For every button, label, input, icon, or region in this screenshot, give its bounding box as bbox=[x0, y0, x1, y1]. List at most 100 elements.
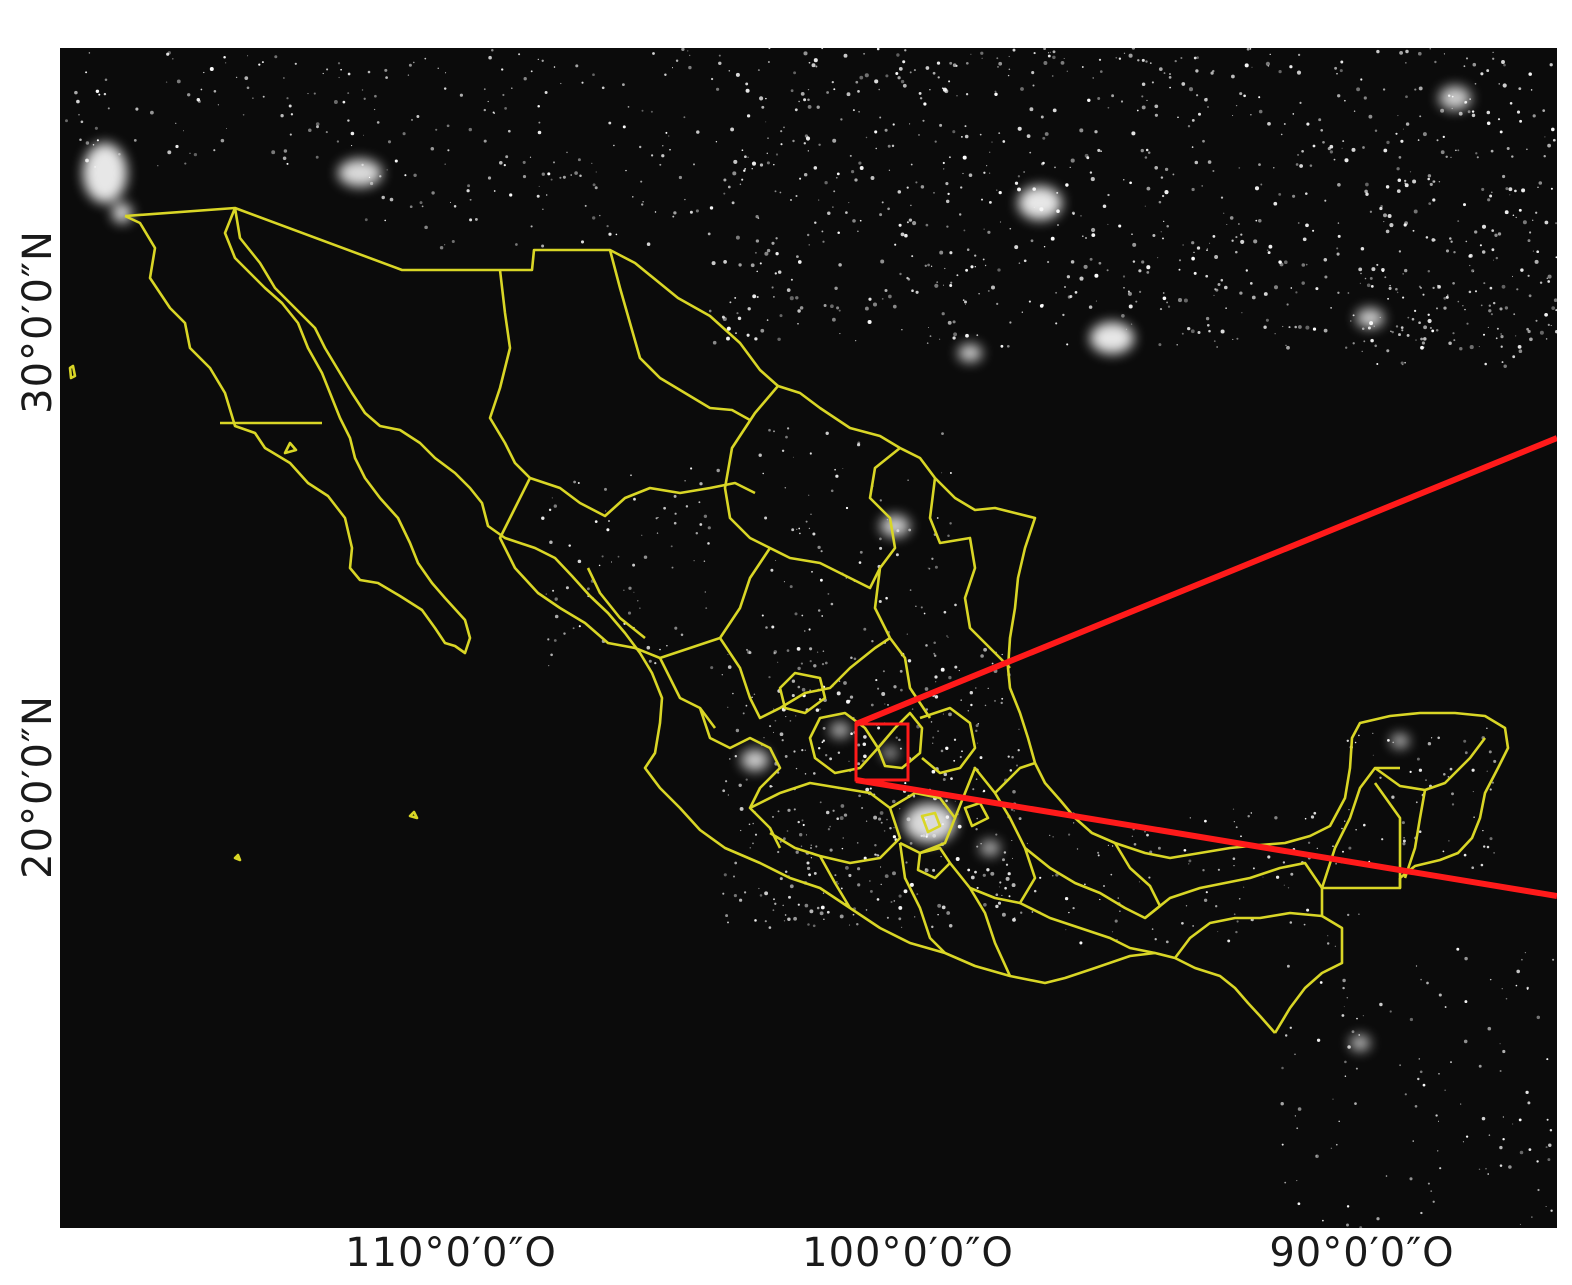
light-point bbox=[1347, 292, 1350, 294]
light-point bbox=[1462, 1141, 1464, 1143]
light-point bbox=[681, 48, 685, 51]
light-point bbox=[1371, 267, 1376, 272]
light-point bbox=[949, 251, 953, 255]
light-point bbox=[1309, 164, 1313, 167]
light-point bbox=[1412, 229, 1415, 232]
light-point bbox=[601, 86, 605, 90]
light-point bbox=[642, 201, 644, 203]
light-point bbox=[760, 328, 765, 333]
light-point bbox=[1162, 237, 1164, 240]
light-point bbox=[1138, 881, 1140, 883]
light-point bbox=[773, 898, 775, 901]
light-point bbox=[948, 712, 952, 717]
state-line-chihuahua-east bbox=[608, 249, 751, 422]
light-point bbox=[964, 303, 967, 305]
light-point bbox=[728, 758, 731, 760]
light-point bbox=[1542, 109, 1546, 112]
light-point bbox=[1379, 206, 1383, 211]
light-point bbox=[1494, 233, 1498, 237]
light-point bbox=[857, 90, 860, 93]
light-point bbox=[1391, 330, 1394, 334]
light-point bbox=[1351, 1030, 1355, 1034]
light-point bbox=[1443, 296, 1447, 300]
light-point bbox=[892, 123, 895, 126]
light-point bbox=[504, 107, 507, 110]
light-point bbox=[986, 165, 988, 167]
light-point bbox=[1385, 1175, 1388, 1177]
light-point bbox=[745, 82, 749, 86]
light-point bbox=[560, 82, 562, 85]
light-point bbox=[361, 89, 364, 91]
light-point bbox=[407, 74, 410, 76]
light-point bbox=[632, 196, 634, 198]
light-point bbox=[861, 806, 864, 810]
light-point bbox=[931, 769, 936, 774]
light-point bbox=[673, 494, 677, 498]
light-point bbox=[1049, 51, 1052, 53]
light-point bbox=[1039, 876, 1042, 879]
light-point bbox=[1151, 928, 1154, 930]
light-point bbox=[1072, 906, 1075, 910]
light-point bbox=[863, 735, 867, 739]
light-point bbox=[739, 806, 744, 811]
light-point bbox=[884, 288, 888, 293]
light-point bbox=[970, 703, 973, 707]
light-point bbox=[940, 667, 945, 672]
light-point bbox=[904, 233, 908, 238]
light-point bbox=[435, 128, 438, 131]
light-point bbox=[469, 218, 473, 222]
light-point bbox=[803, 142, 806, 145]
light-point bbox=[1154, 113, 1158, 117]
light-point bbox=[1141, 58, 1145, 62]
light-point bbox=[1247, 814, 1250, 818]
light-point bbox=[840, 804, 845, 808]
light-point bbox=[670, 545, 673, 548]
light-point bbox=[739, 898, 743, 902]
light-point bbox=[1092, 77, 1094, 79]
light-point bbox=[838, 309, 841, 312]
inset-marker[interactable] bbox=[854, 435, 1557, 899]
light-point bbox=[816, 651, 819, 653]
light-point bbox=[1282, 861, 1286, 864]
light-point bbox=[1191, 187, 1195, 192]
state-line-tamaulipas bbox=[928, 477, 1011, 669]
light-point bbox=[752, 842, 754, 845]
light-point bbox=[1215, 905, 1218, 908]
light-point bbox=[937, 730, 940, 733]
light-point bbox=[280, 114, 284, 118]
light-point bbox=[1415, 801, 1418, 804]
light-point bbox=[1413, 209, 1418, 214]
light-point bbox=[1402, 363, 1404, 366]
light-point bbox=[759, 894, 763, 897]
light-point bbox=[1511, 155, 1514, 158]
light-point bbox=[1136, 109, 1139, 112]
light-point bbox=[608, 520, 610, 522]
light-point bbox=[1555, 256, 1557, 259]
light-point bbox=[1165, 940, 1169, 944]
light-point bbox=[1501, 361, 1504, 364]
light-point bbox=[1002, 140, 1006, 143]
light-point bbox=[1018, 817, 1022, 821]
light-point bbox=[1066, 70, 1068, 72]
light-point bbox=[1400, 361, 1404, 365]
light-point bbox=[1528, 294, 1532, 298]
night-lights-map[interactable] bbox=[60, 48, 1557, 1228]
light-point bbox=[1299, 164, 1303, 168]
light-point bbox=[258, 63, 261, 66]
light-point bbox=[1008, 55, 1010, 58]
light-point bbox=[978, 293, 980, 295]
light-point bbox=[798, 100, 800, 103]
light-point bbox=[880, 821, 883, 824]
light-point bbox=[1299, 101, 1302, 104]
light-point bbox=[1286, 303, 1289, 306]
light-point bbox=[689, 54, 691, 57]
light-point bbox=[1181, 921, 1184, 925]
light-point bbox=[710, 77, 714, 81]
light-point bbox=[707, 232, 711, 236]
light-point bbox=[1249, 282, 1253, 285]
light-point bbox=[639, 145, 642, 149]
light-point bbox=[1415, 339, 1417, 341]
light-point bbox=[777, 850, 780, 854]
light-point bbox=[821, 230, 824, 233]
state-line-aguascalientes bbox=[778, 671, 827, 715]
